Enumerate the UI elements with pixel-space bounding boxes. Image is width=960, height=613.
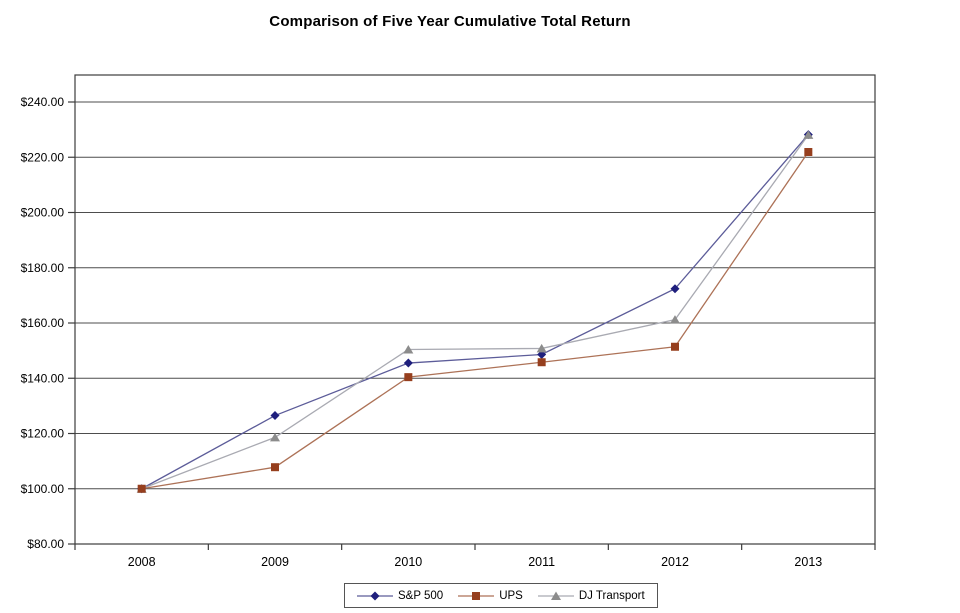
legend-item-djtransport: DJ Transport xyxy=(537,589,645,602)
x-tick-label: 2012 xyxy=(661,555,689,569)
series-marker-dj-transport xyxy=(403,345,414,354)
legend-marker-triangle-icon xyxy=(550,591,561,600)
x-tick-label: 2008 xyxy=(128,555,156,569)
series-line-ups xyxy=(141,151,809,490)
series-marker-ups xyxy=(271,463,279,472)
djtransport-line-marker-icon xyxy=(537,591,574,600)
x-tick-label: 2013 xyxy=(794,555,822,569)
series-marker-dj-transport xyxy=(270,432,280,442)
legend-label-ups: UPS xyxy=(499,589,523,602)
series-marker-ups xyxy=(671,342,679,351)
sp500-line-marker-icon xyxy=(357,591,393,600)
legend-label-djtransport: DJ Transport xyxy=(578,589,645,602)
legend-item-ups: UPS xyxy=(458,590,523,602)
plot-frame xyxy=(74,74,876,545)
series-marker-s-p-500 xyxy=(270,411,280,421)
y-tick-label: $240.00 xyxy=(21,95,65,109)
y-tick-label: $140.00 xyxy=(21,371,65,385)
legend-marker-square-icon xyxy=(472,591,481,600)
legend-marker-diamond-icon xyxy=(370,591,380,600)
series-marker-ups xyxy=(537,358,546,367)
series-line-dj-transport xyxy=(141,134,809,490)
series-marker-ups xyxy=(137,484,146,493)
series-marker-s-p-500 xyxy=(403,358,413,368)
y-tick-label: $80.00 xyxy=(27,537,64,551)
series-marker-dj-transport xyxy=(670,315,680,324)
series-marker-ups xyxy=(404,373,413,382)
y-tick-label: $120.00 xyxy=(21,427,65,441)
series-line-s-p-500 xyxy=(141,134,809,490)
series-marker-ups xyxy=(804,148,813,157)
y-tick-label: $160.00 xyxy=(21,316,65,330)
series-marker-s-p-500 xyxy=(670,284,680,294)
series-marker-dj-transport xyxy=(803,130,814,139)
x-tick-label: 2011 xyxy=(528,555,555,569)
legend: S&P 500 UPS DJ Transport xyxy=(344,583,658,608)
x-tick-label: 2009 xyxy=(261,555,289,569)
ups-line-marker-icon xyxy=(458,591,495,600)
legend-item-sp500: S&P 500 xyxy=(357,590,443,602)
y-tick-label: $100.00 xyxy=(21,482,65,496)
chart-title: Comparison of Five Year Cumulative Total… xyxy=(269,13,631,30)
legend-label-sp500: S&P 500 xyxy=(398,589,444,602)
y-tick-label: $220.00 xyxy=(21,150,65,164)
series-marker-dj-transport xyxy=(536,343,547,353)
x-tick-label: 2010 xyxy=(394,555,422,569)
y-tick-label: $180.00 xyxy=(21,261,65,275)
y-tick-label: $200.00 xyxy=(21,206,65,220)
